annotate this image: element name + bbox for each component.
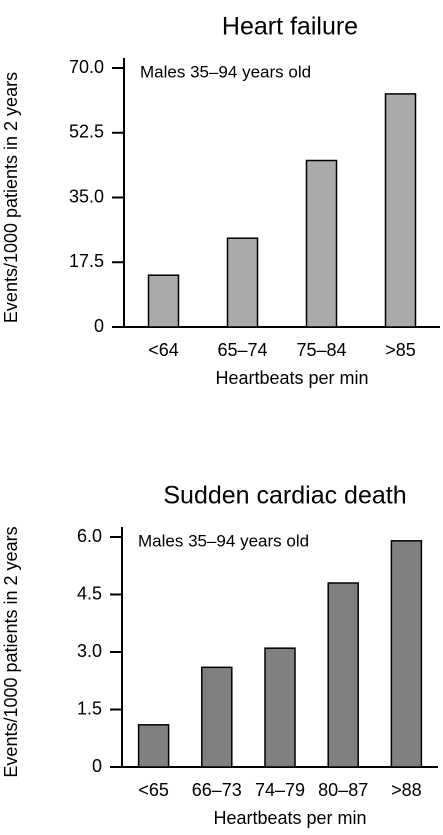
bar (390, 540, 423, 768)
x-tick-label: <64 (148, 340, 179, 360)
x-tick-label: 75–84 (296, 340, 346, 360)
bar (264, 647, 296, 768)
chart-title: Sudden cardiac death (163, 482, 406, 510)
x-tick-label: 66–73 (192, 780, 242, 800)
y-tick-label: 3.0 (77, 641, 102, 661)
bar (201, 666, 233, 768)
y-tick-label: 1.5 (77, 698, 102, 718)
bar (137, 724, 170, 768)
y-tick-label: 17.5 (69, 251, 104, 271)
x-tick-label: >85 (385, 340, 416, 360)
y-tick-label: 0 (94, 316, 104, 336)
annotation: Males 35–94 years old (138, 531, 309, 550)
x-tick-label: >88 (391, 780, 422, 800)
y-tick-label: 0 (92, 756, 102, 776)
y-tick-label: 35.0 (69, 186, 104, 206)
bar (226, 237, 259, 328)
x-tick-label: 74–79 (255, 780, 305, 800)
y-axis-label: Events/1000 patients in 2 years (1, 526, 21, 777)
bar (384, 93, 417, 328)
x-axis-label: Heartbeats per min (215, 368, 368, 388)
y-tick-label: 52.5 (69, 122, 104, 142)
y-tick-label: 70.0 (69, 57, 104, 77)
annotation: Males 35–94 years old (140, 62, 311, 81)
bar (305, 159, 338, 328)
bar (327, 582, 359, 768)
chart-title: Heart failure (222, 13, 358, 41)
x-tick-label: 65–74 (217, 340, 267, 360)
x-tick-label: 80–87 (318, 780, 368, 800)
x-tick-label: <65 (138, 780, 169, 800)
y-tick-label: 6.0 (77, 526, 102, 546)
bar (147, 274, 180, 328)
y-axis-label: Events/1000 patients in 2 years (1, 72, 21, 323)
y-tick-label: 4.5 (77, 583, 102, 603)
x-axis-label: Heartbeats per min (213, 808, 366, 828)
